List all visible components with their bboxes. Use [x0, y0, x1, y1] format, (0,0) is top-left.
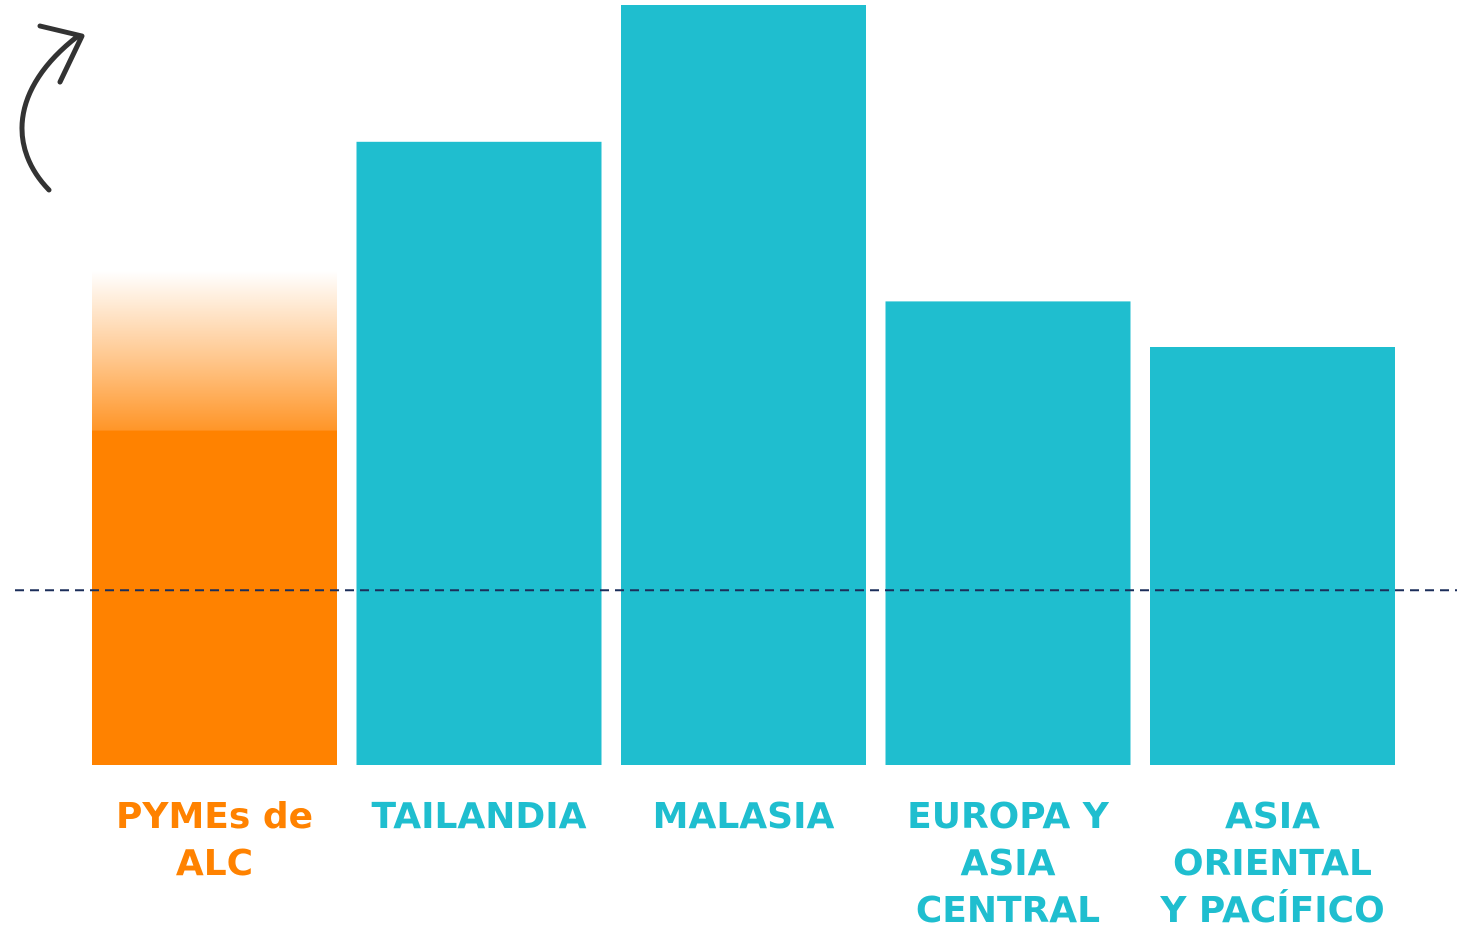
category-label-4: ASIA ORIENTAL Y PACÍFICO	[1159, 796, 1384, 927]
category-label-line: ASIA	[960, 843, 1055, 884]
category-label-1: TAILANDIA	[371, 796, 586, 837]
bar-4	[1150, 347, 1395, 765]
category-label-line: TAILANDIA	[371, 796, 586, 837]
category-label-line: ASIA	[1225, 796, 1320, 837]
category-labels-layer: PYMEs de ALC TAILANDIA MALASIA EUROPA Y ASIA C…	[116, 796, 1385, 927]
category-label-line: CENTRAL	[916, 890, 1100, 927]
curved-arrow-icon	[19, 23, 85, 193]
category-label-3: EUROPA Y ASIA CENTRAL	[907, 796, 1110, 927]
category-label-line: PYMEs de	[116, 796, 313, 837]
bar-0	[92, 430, 337, 765]
category-label-line: ORIENTAL	[1173, 843, 1372, 884]
bar-3	[885, 301, 1131, 765]
potential-gradient-layer	[92, 271, 337, 432]
bar-1	[356, 141, 602, 766]
category-label-line: MALASIA	[653, 796, 835, 837]
bar-2	[621, 5, 866, 765]
category-label-line: ALC	[176, 843, 253, 884]
bars-layer	[92, 5, 1395, 766]
category-label-2: MALASIA	[653, 796, 835, 837]
potential-gradient-area	[92, 271, 337, 432]
category-label-line: EUROPA Y	[907, 796, 1110, 837]
category-label-line: Y PACÍFICO	[1159, 889, 1384, 927]
category-label-0: PYMEs de ALC	[116, 796, 313, 884]
